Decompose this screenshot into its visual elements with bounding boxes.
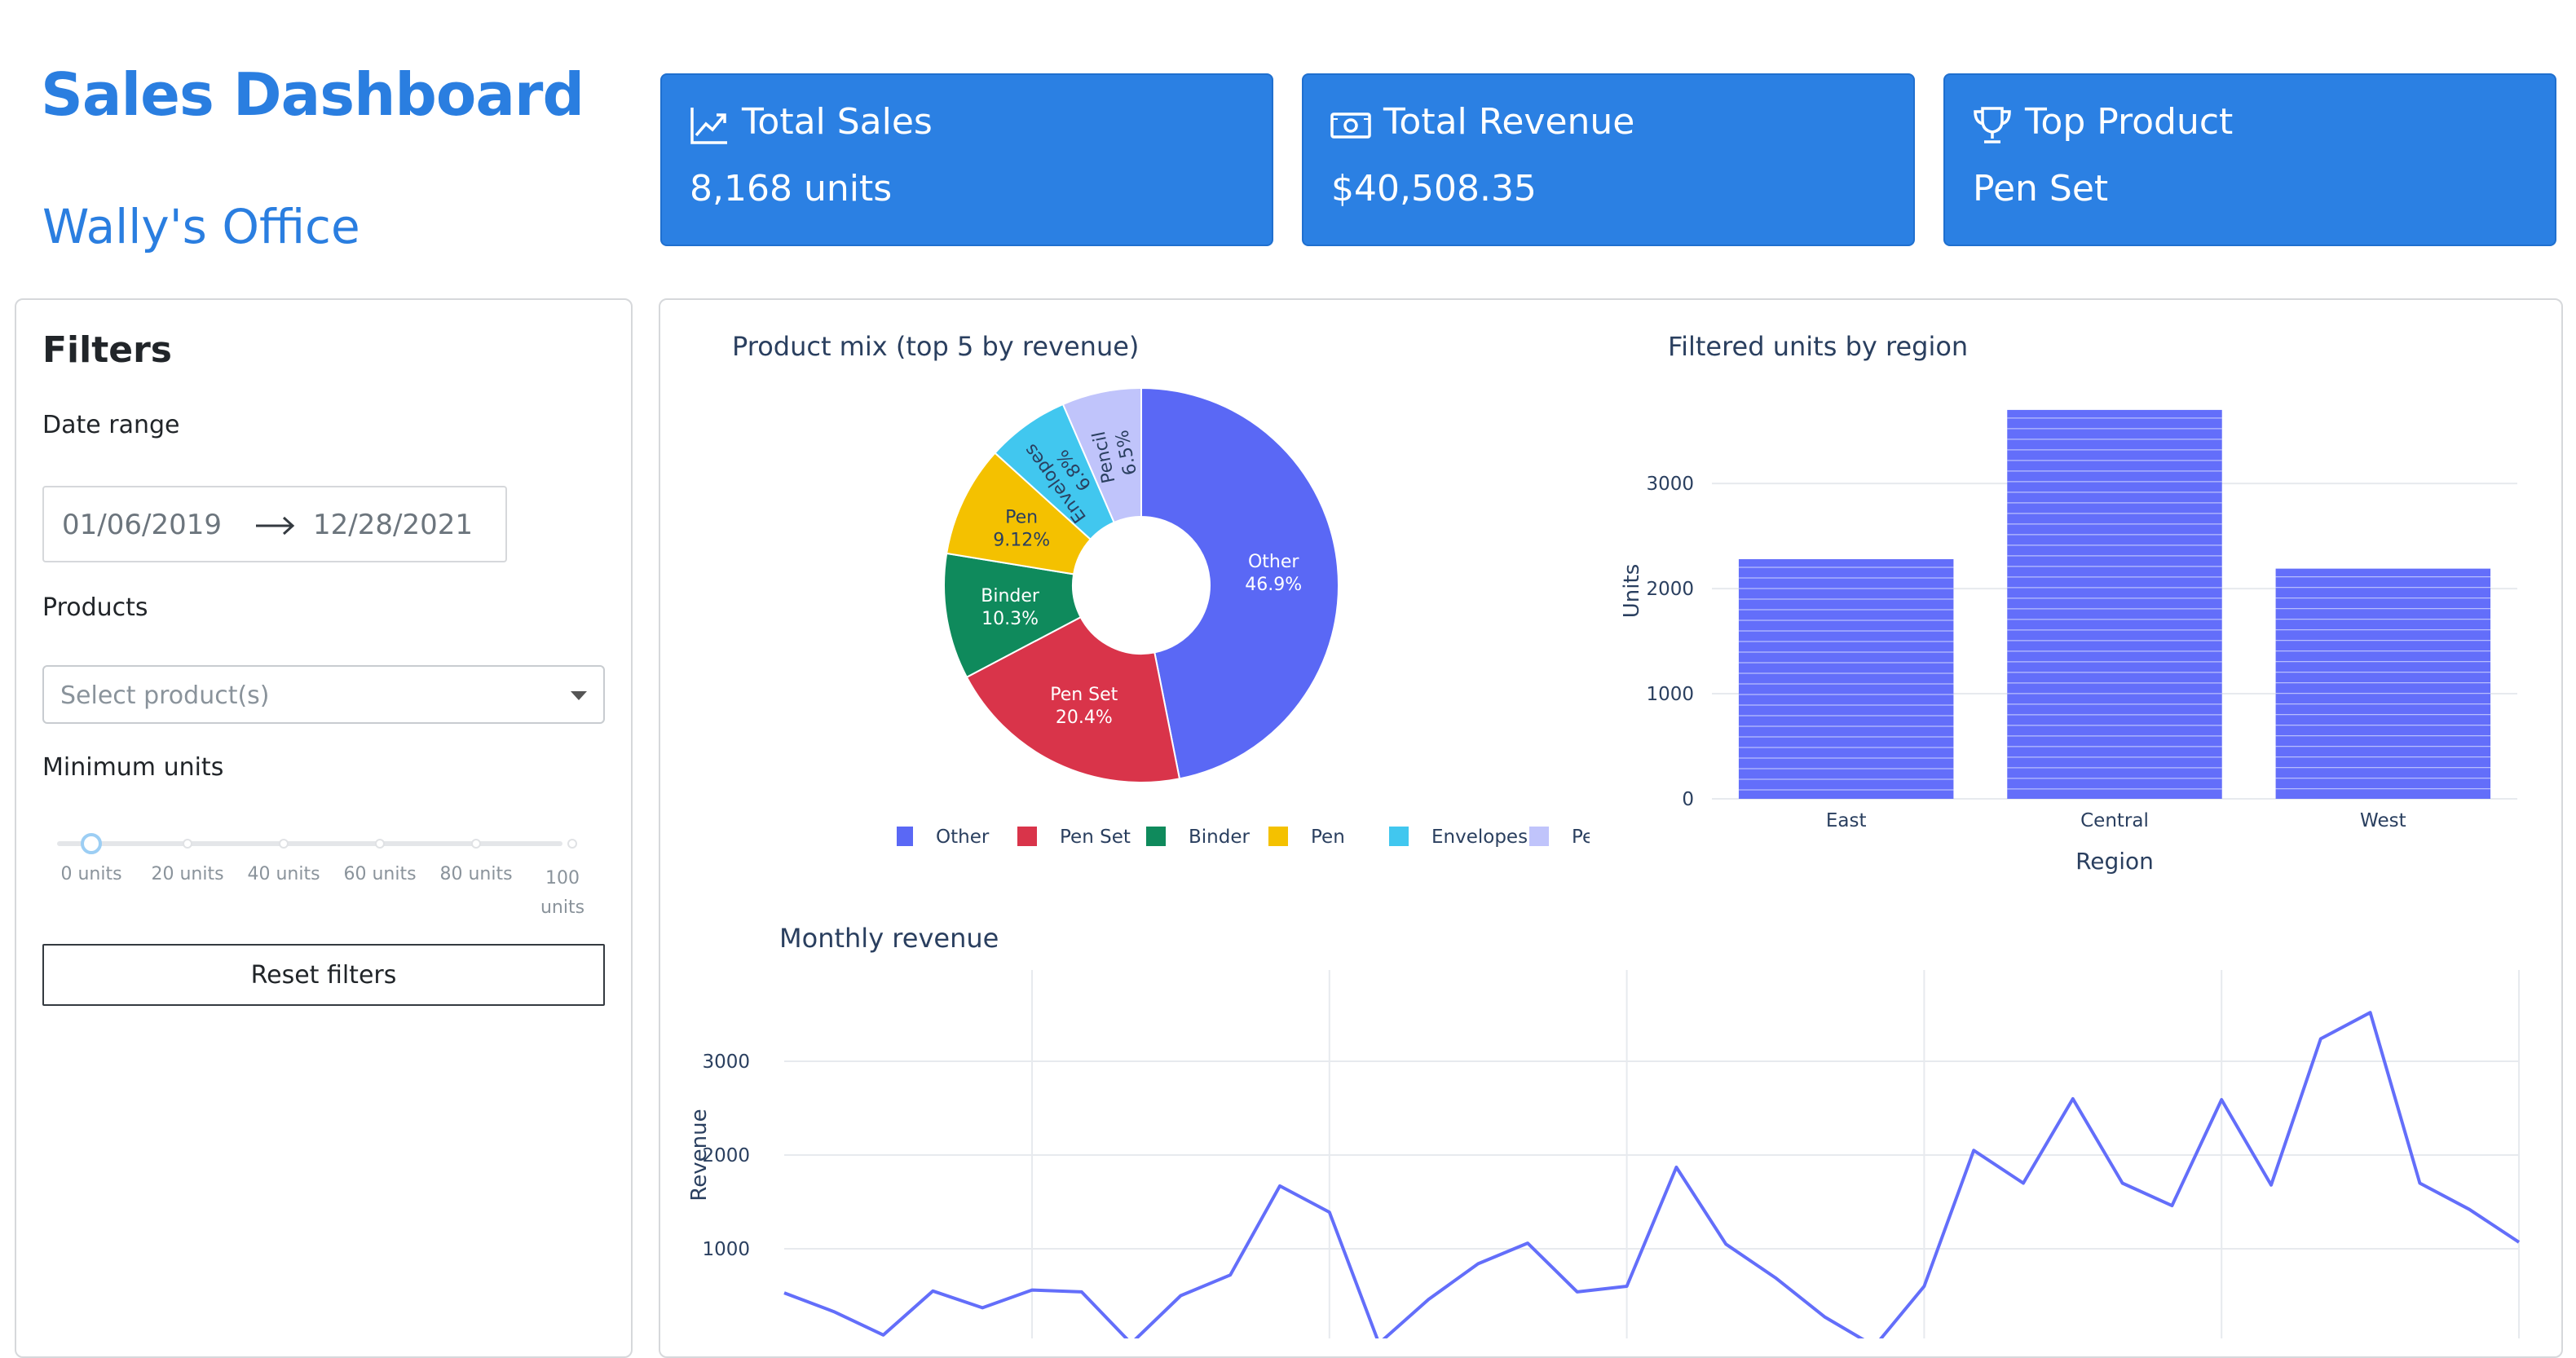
kpi-value: $40,508.35 (1331, 168, 1537, 209)
reset-filters-button[interactable]: Reset filters (42, 944, 605, 1006)
pie-slice (1061, 386, 1142, 524)
pie-label-name: Pen Set (1050, 685, 1118, 705)
bar[interactable] (1738, 559, 1954, 799)
y-tick-label: 2000 (1646, 579, 1694, 600)
date-range-label: Date range (42, 411, 180, 439)
legend-item[interactable]: Pen Set (1060, 827, 1131, 848)
app-title: Sales Dashboard (41, 60, 584, 129)
charts-panel: Product mix (top 5 by revenue) Filtered … (659, 298, 2563, 1358)
x-axis-label: Region (2075, 848, 2154, 875)
pie-label-name: Binder (981, 586, 1040, 606)
min-units-label: Minimum units (42, 753, 224, 782)
pie-slice-label: Pen 9.12% (993, 507, 1050, 550)
kpi-label: Total Sales (742, 101, 933, 143)
legend-item[interactable]: Pencil (1572, 827, 1590, 848)
kpi-card-total-sales: Total Sales 8,168 units (660, 73, 1273, 246)
chevron-down-icon[interactable] (571, 691, 587, 700)
pie-label-value: 10.3% (981, 609, 1039, 629)
x-tick-label: Central (2080, 810, 2149, 831)
products-placeholder: Select product(s) (60, 681, 270, 710)
slider-tick (471, 839, 481, 849)
slider-tick-label: 20 units (151, 864, 224, 884)
bar[interactable] (2007, 409, 2222, 799)
pie-label-name: Pen (1005, 507, 1038, 527)
app-subtitle: Wally's Office (42, 199, 360, 254)
start-date-input[interactable]: 01/06/2019 (62, 509, 222, 541)
arrow-right-icon (256, 516, 295, 536)
slider-handle[interactable] (81, 833, 102, 854)
slider-track[interactable] (57, 841, 562, 846)
y-axis-label: Units (1620, 564, 1644, 618)
monthly-revenue-chart: 1000 2000 3000 Revenue (687, 970, 2521, 1338)
kpi-label: Total Revenue (1383, 101, 1635, 143)
line-chart-title: Monthly revenue (779, 923, 999, 954)
products-select[interactable]: Select product(s) (42, 665, 605, 724)
kpi-value: Pen Set (1973, 168, 2109, 209)
x-tick-label: East (1826, 810, 1867, 831)
cash-icon (1330, 112, 1371, 139)
pie-slice (965, 615, 1181, 783)
products-label: Products (42, 593, 148, 622)
filters-panel: Filters Date range 01/06/2019 12/28/2021… (15, 298, 633, 1358)
slider-tick-label: 60 units (343, 864, 417, 884)
pie-label-value: 46.9% (1245, 575, 1302, 595)
bar-chart-title: Filtered units by region (1668, 331, 1969, 362)
slider-tick-label: 80 units (439, 864, 513, 884)
kpi-value: 8,168 units (690, 168, 893, 209)
slider-tick-label: 40 units (247, 864, 320, 884)
y-tick-label: 3000 (702, 1052, 750, 1073)
pie-label-value: 20.4% (1056, 708, 1113, 728)
kpi-card-top-product: Top Product Pen Set (1943, 73, 2556, 246)
slider-tick (375, 839, 385, 849)
kpi-card-total-revenue: Total Revenue $40,508.35 (1302, 73, 1915, 246)
legend-swatch (897, 827, 913, 846)
slider-tick-label: 0 units (60, 864, 122, 884)
pie-slice (1140, 386, 1339, 780)
legend-swatch (1529, 827, 1549, 846)
y-tick-label: 1000 (1646, 684, 1694, 705)
pie-slice (943, 552, 1083, 679)
bar[interactable] (2275, 568, 2491, 799)
date-range-picker[interactable]: 01/06/2019 12/28/2021 (42, 486, 507, 562)
legend-item[interactable]: Pen (1311, 827, 1345, 848)
legend-item[interactable]: Envelopes (1431, 827, 1528, 848)
legend-swatch (1268, 827, 1288, 846)
slider-tick-label: 100 units (540, 868, 585, 918)
y-tick-label: 0 (1682, 789, 1694, 810)
trophy-icon (1974, 107, 2011, 143)
slider-tick (279, 839, 289, 849)
slider-tick (567, 839, 577, 849)
legend-swatch (1017, 827, 1037, 846)
trend-chart-icon (690, 108, 727, 144)
units-by-region-chart: 0 1000 2000 3000 East Central West Region Units (1620, 409, 2517, 875)
filters-title: Filters (42, 329, 172, 371)
revenue-line (783, 1011, 2521, 1338)
pie-slice-label: Other 46.9% (1245, 552, 1302, 595)
slider-tick (183, 839, 192, 849)
pie-slice-label: Pen Set 20.4% (1050, 685, 1118, 728)
pie-label-value: 9.12% (993, 530, 1050, 550)
pie-label-name: Other (1248, 552, 1299, 572)
pie-slice-label: Binder 10.3% (981, 586, 1040, 629)
legend-swatch (1389, 827, 1409, 846)
end-date-input[interactable]: 12/28/2021 (313, 509, 473, 541)
legend-swatch (1146, 827, 1166, 846)
legend-item[interactable]: Other (936, 827, 990, 848)
y-tick-label: 3000 (1646, 474, 1694, 495)
product-mix-chart: Other 46.9% Pen Set 20.4% Binder 10.3% Pen 9.12… (897, 386, 1590, 848)
legend-item[interactable]: Binder (1189, 827, 1250, 848)
kpi-label: Top Product (2025, 101, 2234, 143)
y-axis-label: Revenue (687, 1109, 712, 1201)
y-tick-label: 2000 (702, 1145, 750, 1166)
y-tick-label: 1000 (702, 1239, 750, 1260)
pie-chart-title: Product mix (top 5 by revenue) (732, 331, 1140, 362)
x-tick-label: West (2360, 810, 2406, 831)
